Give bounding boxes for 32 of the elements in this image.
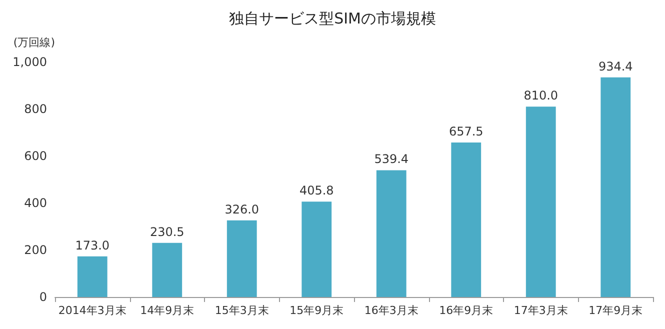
data-label: 230.5 — [150, 224, 184, 239]
x-tick-label: 17年9月末 — [588, 304, 643, 317]
data-label: 810.0 — [524, 88, 558, 103]
y-tick-label: 1,000 — [12, 55, 47, 69]
data-label: 173.0 — [75, 238, 110, 252]
data-label: 657.5 — [448, 124, 484, 138]
x-tick-label: 15年9月末 — [290, 304, 344, 317]
x-tick-label: 2014年3月末 — [58, 304, 126, 317]
x-tick-label: 17年3月末 — [514, 304, 568, 317]
bar — [152, 242, 182, 297]
y-tick-label: 400 — [24, 196, 47, 210]
y-tick-label: 800 — [24, 102, 47, 116]
y-axis-title: (万回線) — [13, 36, 55, 49]
x-tick-label: 14年9月末 — [140, 304, 194, 317]
data-label: 326.0 — [224, 202, 260, 216]
bar — [226, 220, 257, 297]
data-label: 539.4 — [374, 152, 409, 166]
bar — [600, 77, 631, 297]
bar — [451, 142, 482, 297]
chart-title: 独自サービス型SIMの市場規模 — [229, 10, 436, 28]
data-label: 405.8 — [299, 184, 334, 198]
y-tick-label: 600 — [24, 149, 47, 163]
data-label: 934.4 — [598, 59, 633, 74]
y-tick-label: 200 — [24, 243, 47, 257]
bar — [302, 202, 332, 297]
bar — [376, 170, 406, 297]
x-tick-label: 16年3月末 — [364, 304, 418, 317]
x-tick-label: 16年9月末 — [439, 304, 494, 317]
bar — [77, 256, 108, 297]
y-tick-label: 0 — [39, 290, 47, 304]
bar — [526, 106, 556, 297]
x-tick-label: 15年3月末 — [214, 304, 269, 317]
